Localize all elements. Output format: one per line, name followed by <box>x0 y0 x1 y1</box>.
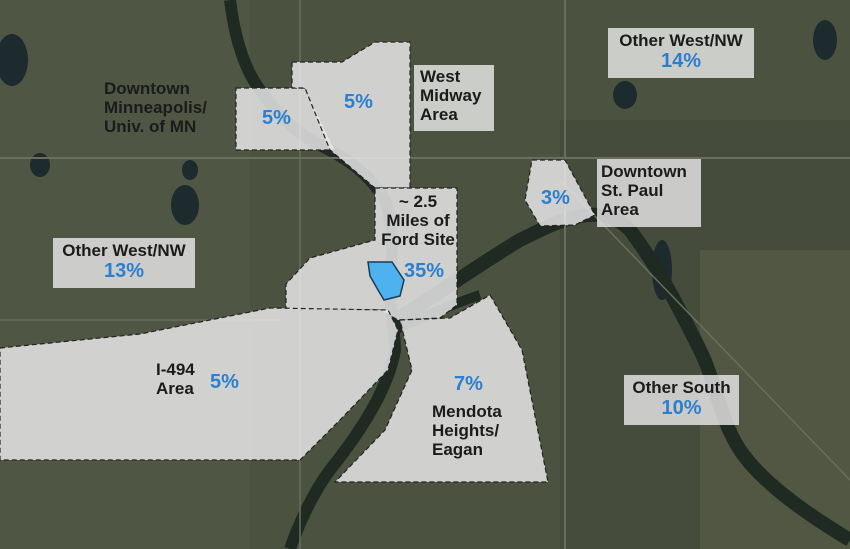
downtown-stpaul-share: 3% <box>541 187 570 209</box>
downtown-minneapolis-share: 5% <box>262 107 291 129</box>
zone-i494 <box>0 307 399 461</box>
other-south-label: Other South <box>632 378 731 397</box>
lake <box>813 20 837 60</box>
i494-share: 5% <box>210 371 239 393</box>
lake <box>30 153 50 177</box>
mendota-share: 7% <box>454 373 483 395</box>
other-west-nw-west-share: 13% <box>103 260 145 282</box>
lake <box>171 185 199 225</box>
lake <box>613 81 637 109</box>
lake <box>0 34 28 86</box>
zone-west-midway <box>291 41 411 189</box>
mississippi-river-east <box>391 207 850 547</box>
ford-site-marker <box>367 261 405 301</box>
lake <box>182 160 198 180</box>
downtown-minneapolis-label: Downtown Minneapolis/ Univ. of MN <box>104 79 207 136</box>
downtown-stpaul-label: Downtown St. Paul Area <box>601 162 687 219</box>
downtown-stpaul-box: Downtown St. Paul Area <box>597 159 701 227</box>
other-south-box: Other South 10% <box>624 375 739 425</box>
i494-label: I-494 Area <box>156 360 195 398</box>
other-west-nw-north-share: 14% <box>660 50 702 72</box>
west-midway-label: West Midway Area <box>420 67 482 124</box>
other-south-share: 10% <box>661 397 702 419</box>
west-midway-share: 5% <box>344 91 373 113</box>
zone-mendota-eagan <box>333 294 549 483</box>
west-midway-box: West Midway Area <box>414 65 494 131</box>
mendota-label: Mendota Heights/ Eagan <box>432 402 502 459</box>
road <box>559 179 850 481</box>
other-west-nw-north-label: Other West/NW <box>619 31 743 50</box>
other-west-nw-north-box: Other West/NW 14% <box>608 28 754 78</box>
other-west-nw-west-label: Other West/NW <box>62 241 186 260</box>
zone-downtown-stpaul <box>524 159 596 227</box>
ford-radius-label: ~ 2.5 Miles of Ford Site <box>381 192 455 249</box>
ford-radius-share: 35% <box>404 260 445 282</box>
other-west-nw-west-box: Other West/NW 13% <box>53 238 195 288</box>
